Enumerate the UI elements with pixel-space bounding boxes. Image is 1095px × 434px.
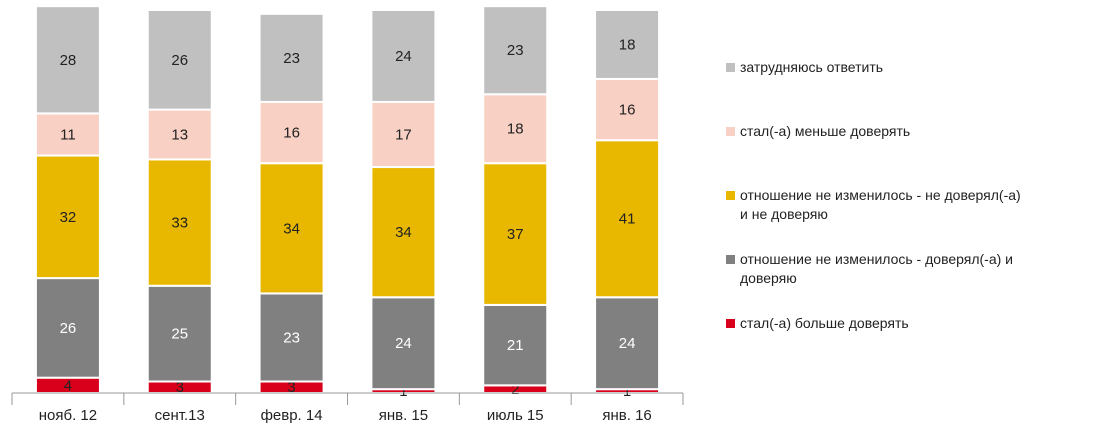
data-label: 26 — [171, 52, 188, 69]
data-label: 24 — [395, 335, 412, 352]
bar-segment — [482, 93, 549, 165]
bar-segment — [258, 12, 325, 103]
data-label: 18 — [507, 121, 524, 138]
x-tick-label: нояб. 12 — [39, 407, 97, 424]
data-label: 17 — [395, 126, 412, 143]
data-label: 4 — [64, 377, 72, 394]
bar-segment — [482, 162, 549, 306]
data-label: 26 — [60, 320, 77, 337]
legend-item: стал(-а) меньше доверять — [726, 122, 1026, 186]
data-label: 37 — [507, 226, 524, 243]
data-label: 18 — [619, 36, 636, 53]
data-label: 3 — [176, 379, 184, 396]
data-label: 33 — [171, 215, 188, 232]
data-label: 23 — [283, 329, 300, 346]
legend-swatch — [726, 319, 735, 328]
bar-segment — [370, 166, 437, 299]
data-label: 11 — [60, 126, 76, 143]
bar-segment — [258, 292, 325, 383]
data-label: 16 — [283, 125, 300, 142]
data-label: 28 — [60, 52, 77, 69]
legend-swatch — [726, 63, 735, 72]
bar-segment — [594, 9, 661, 80]
data-label: 32 — [60, 209, 77, 226]
bar-segment — [594, 139, 661, 299]
bar-segment — [370, 100, 437, 169]
data-label: 24 — [619, 335, 636, 352]
legend-label: стал(-а) меньше доверять — [740, 123, 911, 139]
data-label: 13 — [171, 126, 188, 143]
bar-segment — [370, 9, 437, 103]
legend: затрудняюсь ответить стал(-а) меньше дове… — [726, 58, 1026, 378]
bar-segment — [146, 9, 213, 111]
data-label: 25 — [171, 326, 188, 343]
data-label: 2 — [511, 381, 519, 398]
legend-label: затрудняюсь ответить — [740, 59, 884, 75]
data-label: 21 — [507, 337, 524, 354]
x-tick-label: сент.13 — [155, 407, 205, 424]
data-label: 1 — [623, 383, 631, 400]
x-tick-label: февр. 14 — [261, 407, 323, 424]
bar-segment — [34, 5, 101, 115]
data-label: 23 — [507, 42, 524, 59]
data-label: 34 — [395, 224, 412, 241]
legend-label: отношение не изменилось - доверял(-а) и … — [740, 251, 1013, 286]
legend-swatch — [726, 127, 735, 136]
bar-segment — [594, 296, 661, 391]
legend-item: стал(-а) больше доверять — [726, 314, 1026, 378]
x-tick-label: янв. 15 — [379, 407, 428, 424]
data-label: 1 — [399, 383, 407, 400]
legend-item: отношение не изменилось - не доверял(-а)… — [726, 186, 1026, 250]
legend-item: отношение не изменилось - доверял(-а) и … — [726, 250, 1026, 314]
legend-swatch — [726, 191, 735, 200]
data-label: 3 — [287, 379, 295, 396]
bar-segment — [34, 112, 101, 157]
x-tick-label: июль 15 — [487, 407, 544, 424]
bar-segment — [258, 100, 325, 165]
legend-label: стал(-а) больше доверять — [740, 315, 909, 331]
data-label: 24 — [395, 48, 412, 65]
x-tick-label: янв. 16 — [602, 407, 651, 424]
bar-segment — [482, 5, 549, 96]
bar-segment — [34, 277, 101, 379]
data-label: 41 — [619, 211, 636, 228]
data-label: 23 — [283, 50, 300, 67]
legend-swatch — [726, 255, 735, 264]
data-label: 16 — [619, 102, 636, 119]
data-label: 34 — [283, 220, 300, 237]
legend-label: отношение не изменилось - не доверял(-а)… — [740, 187, 1021, 222]
legend-item: затрудняюсь ответить — [726, 58, 1026, 122]
bar-segment — [258, 162, 325, 295]
